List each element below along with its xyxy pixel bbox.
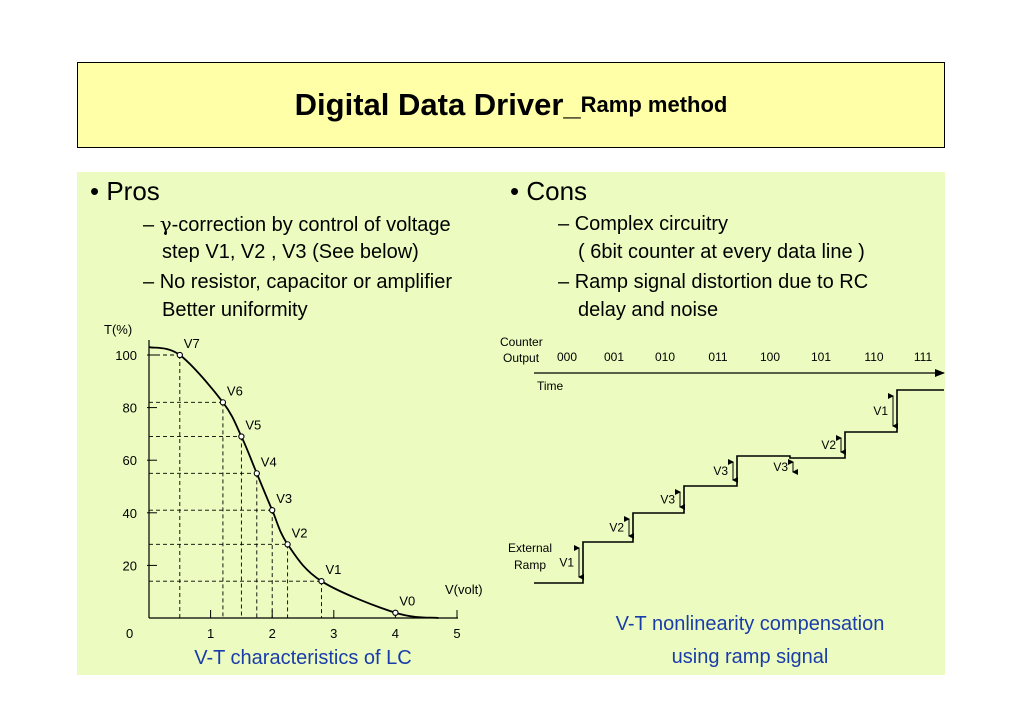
step-label: V1 bbox=[873, 404, 888, 418]
cons-item-1-cont: ( 6bit counter at every data line ) bbox=[578, 241, 865, 263]
counter-code: 011 bbox=[708, 350, 727, 364]
vt-origin-label: 0 bbox=[126, 626, 133, 641]
vt-x-tick-label: 1 bbox=[207, 626, 214, 641]
vt-curve bbox=[148, 346, 439, 619]
vt-point-v2 bbox=[284, 541, 291, 548]
cons-item-2-line1: Ramp signal distortion due to RC bbox=[574, 271, 869, 293]
step-label: V3 bbox=[713, 464, 728, 478]
vt-point-label: V0 bbox=[399, 594, 415, 609]
pros-item-1-cont: step V1, V2 , V3 (See below) bbox=[162, 241, 419, 263]
vt-point-v7 bbox=[176, 351, 183, 359]
ramp-caption-1: V-T nonlinearity compensation bbox=[616, 613, 885, 635]
time-label: Time bbox=[537, 379, 564, 393]
cons-item-2-dash: – bbox=[558, 271, 570, 293]
cons-item-1-dash: – bbox=[558, 213, 570, 235]
cons-item-1-line1: Complex circuitry bbox=[574, 213, 729, 235]
content-panel bbox=[77, 172, 945, 675]
counter-code: 101 bbox=[811, 350, 831, 364]
vt-point-v3 bbox=[269, 507, 276, 514]
counter-code: 100 bbox=[760, 350, 780, 364]
vt-point-v4 bbox=[253, 470, 260, 477]
vt-chart: T(%) V(volt) 0 20 40 60 80 100 1 2 3 4 5 V7 V6 V5 V… bbox=[104, 322, 483, 669]
pros-heading: • Pros bbox=[90, 176, 160, 206]
pros-item-1-dash: – bbox=[143, 214, 155, 236]
ramp-caption-2: using ramp signal bbox=[672, 646, 829, 668]
cons-item-1: – Complex circuitry bbox=[558, 210, 728, 238]
vt-x-tick-label: 5 bbox=[453, 626, 460, 641]
vt-ylabel: T(%) bbox=[104, 322, 132, 337]
cons-item-2-cont: delay and noise bbox=[578, 299, 719, 321]
external-label-2: Ramp bbox=[514, 558, 546, 572]
step-label: V3 bbox=[773, 460, 788, 474]
pros-item-2-line1: No resistor, capacitor or amplifier bbox=[159, 271, 453, 293]
counter-label-2: Output bbox=[503, 351, 540, 365]
step-label: V1 bbox=[559, 556, 574, 570]
vt-point-v6 bbox=[219, 399, 227, 406]
page-subtitle: Ramp method bbox=[580, 92, 728, 117]
vt-point-label: V3 bbox=[276, 491, 292, 506]
pros-item-2: – No resistor, capacitor or amplifier bbox=[143, 268, 452, 296]
vt-x-tick-label: 2 bbox=[269, 626, 276, 641]
counter-code: 111 bbox=[914, 350, 933, 364]
vt-point-label: V4 bbox=[261, 454, 277, 469]
counter-code: 010 bbox=[655, 350, 675, 364]
vt-point-label: V5 bbox=[245, 418, 261, 433]
counter-code: 000 bbox=[557, 350, 577, 364]
pros-item-2-cont: Better uniformity bbox=[162, 299, 308, 321]
vt-point-v1 bbox=[318, 578, 325, 585]
vt-x-tick-label: 4 bbox=[392, 626, 399, 641]
vt-point-label: V6 bbox=[227, 383, 243, 398]
title-box: Digital Data Driver_ Ramp method bbox=[77, 62, 945, 148]
pros-item-2-dash: – bbox=[143, 271, 155, 293]
pros-item-1: – γ-correction by control of voltage bbox=[143, 210, 451, 239]
vt-y-tick-label: 80 bbox=[123, 401, 137, 416]
vt-x-tick-label: 3 bbox=[330, 626, 337, 641]
counter-code: 001 bbox=[604, 350, 624, 364]
vt-caption: V-T characteristics of LC bbox=[194, 647, 411, 669]
vt-y-tick-label: 100 bbox=[115, 348, 137, 363]
cons-item-2: – Ramp signal distortion due to RC bbox=[558, 268, 868, 296]
vt-xlabel: V(volt) bbox=[445, 582, 483, 597]
vt-y-tick-label: 60 bbox=[123, 453, 137, 468]
vt-point-v0 bbox=[392, 609, 399, 616]
ramp-staircase bbox=[534, 389, 944, 584]
vt-y-tick-label: 40 bbox=[123, 506, 137, 521]
vt-point-label: V2 bbox=[292, 525, 308, 540]
vt-point-label: V1 bbox=[325, 562, 341, 577]
ramp-chart: Counter Output 000 001 010 011 100 101 110 111 … bbox=[500, 335, 945, 668]
vt-point-v5 bbox=[238, 433, 245, 440]
vt-point-label: V7 bbox=[184, 336, 200, 351]
step-label: V2 bbox=[821, 438, 836, 452]
gamma-symbol: γ bbox=[159, 212, 172, 236]
pros-item-1-line1: -correction by control of voltage bbox=[171, 214, 451, 236]
counter-code: 110 bbox=[864, 350, 883, 364]
step-label: V3 bbox=[660, 493, 675, 507]
page-title: Digital Data Driver_ bbox=[294, 87, 581, 122]
step-label: V2 bbox=[609, 521, 624, 535]
external-label-1: External bbox=[508, 541, 552, 555]
counter-label-1: Counter bbox=[500, 335, 543, 349]
cons-heading: • Cons bbox=[510, 176, 588, 206]
vt-y-tick-label: 20 bbox=[123, 558, 137, 573]
